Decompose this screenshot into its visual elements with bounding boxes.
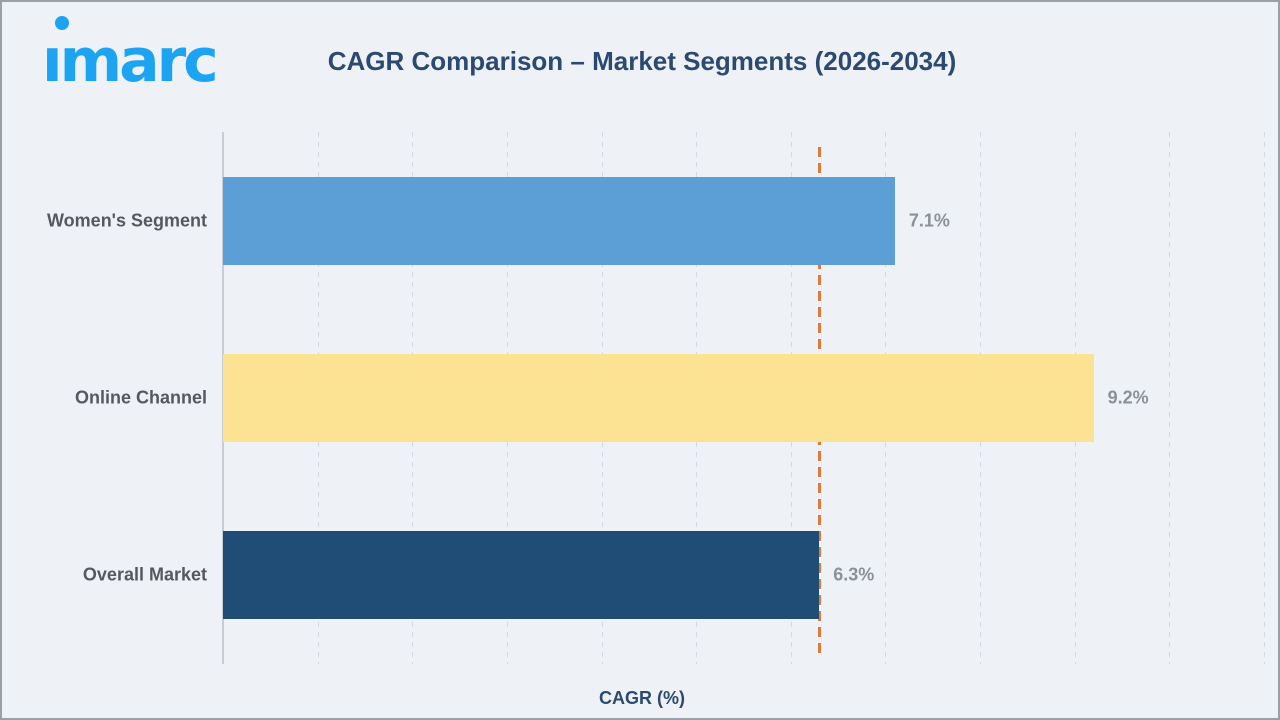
bar-women-s-segment <box>223 176 895 265</box>
value-label-women-s-segment: 7.1% <box>908 210 950 231</box>
category-label-overall-market: Overall Market <box>82 564 207 585</box>
logo-i-dot-icon <box>55 16 69 30</box>
logo-text: ımarc <box>42 26 219 96</box>
bar-overall-market <box>223 531 820 620</box>
gridline-10 <box>1169 132 1171 664</box>
gridline-11 <box>1264 132 1265 664</box>
imarc-logo: ımarc <box>42 16 242 100</box>
chart-title: CAGR Comparison – Market Segments (2026-… <box>327 46 957 76</box>
bar-online-channel <box>223 354 1094 442</box>
category-label-online-channel: Online Channel <box>74 387 207 408</box>
value-label-overall-market: 6.3% <box>833 564 875 585</box>
x-axis-label: CAGR (%) <box>599 688 685 708</box>
value-label-online-channel: 9.2% <box>1107 387 1149 408</box>
category-label-women-s-segment: Women's Segment <box>47 210 207 231</box>
